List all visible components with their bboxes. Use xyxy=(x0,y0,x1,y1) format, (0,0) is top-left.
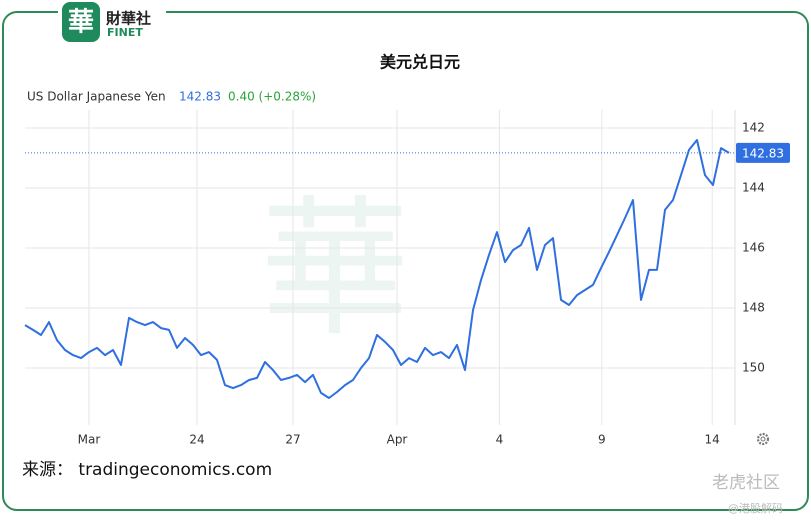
x-tick-label: 9 xyxy=(598,433,606,447)
price-line xyxy=(24,139,730,399)
logo-mark xyxy=(62,2,100,42)
x-tick-label: Apr xyxy=(387,433,408,447)
y-tick-label: 148 xyxy=(742,301,765,315)
logo-glyph: 華 xyxy=(68,8,94,38)
y-tick-label: 150 xyxy=(742,361,765,375)
watermark-handle: @港股解码 xyxy=(728,501,783,515)
watermark-community: 老虎社区 xyxy=(712,473,780,493)
frame xyxy=(2,11,809,511)
y-tick-label: 144 xyxy=(742,181,765,195)
settings-icon[interactable] xyxy=(756,432,770,446)
x-tick-label: 27 xyxy=(285,433,300,447)
current-value-label: 142.83 xyxy=(742,146,784,160)
source: 来源： tradingeconomics.com xyxy=(22,460,272,480)
current-value-badge xyxy=(736,142,790,163)
x-tick-label: 4 xyxy=(496,433,504,447)
y-tick-label: 146 xyxy=(742,241,765,255)
x-tick-label: 14 xyxy=(705,433,720,447)
x-tick-label: 24 xyxy=(189,433,204,447)
legend-value: 142.83 xyxy=(179,90,221,104)
brand-latin: FINET xyxy=(107,26,143,39)
legend-change: 0.40 (+0.28%) xyxy=(228,90,316,104)
brand-name: 財華社 xyxy=(105,10,151,28)
x-tick-label: Mar xyxy=(78,433,101,447)
watermark-logo: 華 xyxy=(260,183,410,357)
chart-title: 美元兑日元 xyxy=(380,53,460,72)
series-label: US Dollar Japanese Yen xyxy=(27,90,166,104)
y-tick-label: 142 xyxy=(742,121,765,135)
